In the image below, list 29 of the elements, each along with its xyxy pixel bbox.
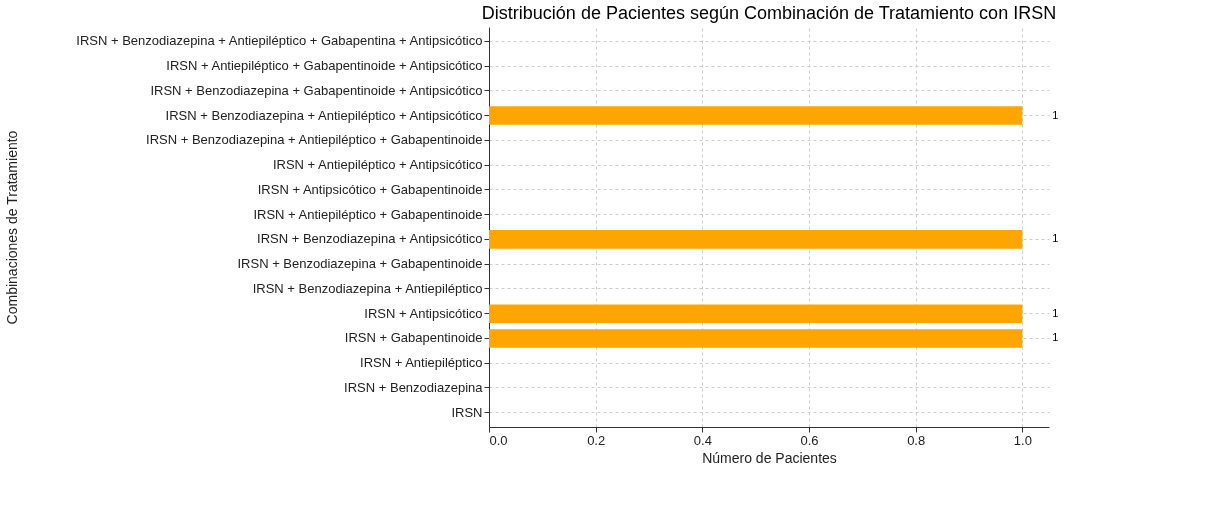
x-tick-label: 1.0 bbox=[1013, 432, 1032, 448]
x-tick-label: 0.4 bbox=[693, 432, 712, 448]
y-tick-label: IRSN + Benzodiazepina + Antiepiléptico bbox=[252, 280, 483, 296]
data-label: 1 bbox=[1052, 232, 1059, 245]
y-tick-label: IRSN + Antipsicótico bbox=[364, 305, 483, 321]
x-tick-label: 0.6 bbox=[800, 432, 819, 448]
y-tick-label: IRSN + Antipsicótico + Gabapentinoide bbox=[257, 181, 483, 197]
y-tick-label: IRSN + Benzodiazepina + Antiepiléptico + Gabapentinoide bbox=[146, 132, 483, 148]
y-tick-label: IRSN + Benzodiazepina + Antiepiléptico + Antipsicótico bbox=[165, 107, 483, 123]
y-tick-label: IRSN + Gabapentinoide bbox=[344, 330, 483, 346]
y-tick-label: IRSN + Antiepiléptico + Gabapentinoide bbox=[253, 206, 483, 222]
y-tick-label: IRSN bbox=[451, 404, 483, 420]
chart-title: Distribución de Pacientes según Combinación de Tratamiento con IRSN bbox=[481, 3, 1057, 23]
y-tick-label: IRSN + Benzodiazepina + Gabapentinoide + Antipsicótico bbox=[150, 82, 483, 98]
y-tick-label: IRSN + Antiepiléptico bbox=[360, 355, 483, 371]
y-tick-label: IRSN + Antiepiléptico + Gabapentinoide + Antipsicótico bbox=[166, 58, 483, 74]
y-tick-label: IRSN + Antiepiléptico + Antipsicótico bbox=[272, 157, 483, 173]
x-tick-label: 0.2 bbox=[587, 432, 606, 448]
x-tick-label: 0.0 bbox=[489, 432, 508, 448]
y-tick-label: IRSN + Benzodiazepina bbox=[344, 379, 484, 395]
data-label: 1 bbox=[1052, 306, 1059, 319]
data-label: 1 bbox=[1052, 108, 1059, 121]
x-axis-title: Número de Pacientes bbox=[702, 449, 837, 466]
data-label: 1 bbox=[1052, 331, 1059, 344]
y-tick-label: IRSN + Benzodiazepina + Antiepiléptico + Gabapentina + Antipsicótico bbox=[76, 33, 483, 49]
x-tick-label: 0.8 bbox=[907, 432, 926, 448]
y-tick-label: IRSN + Benzodiazepina + Antipsicótico bbox=[257, 231, 483, 247]
y-tick-label: IRSN + Benzodiazepina + Gabapentinoide bbox=[237, 256, 483, 272]
y-axis-title: Combinaciones de Tratamiento bbox=[3, 130, 20, 325]
